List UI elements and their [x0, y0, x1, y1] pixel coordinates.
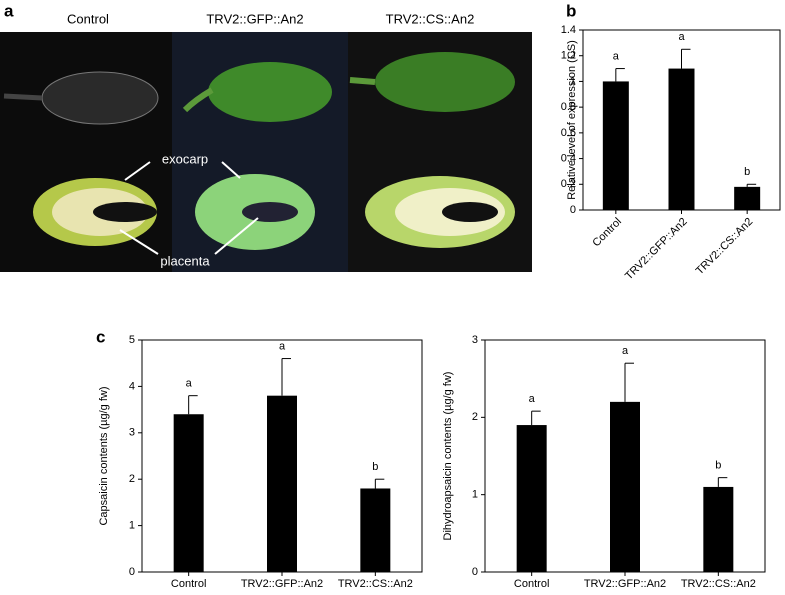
significance-letter: a	[186, 378, 193, 390]
y-tick-label: 1	[570, 75, 576, 87]
y-tick-label: 3	[472, 334, 478, 346]
stem	[182, 87, 214, 113]
y-tick-label: 0	[570, 204, 576, 216]
y-tick-label: 2	[129, 473, 135, 485]
y-tick-label: 1.4	[561, 24, 576, 36]
y-tick-label: 0.4	[561, 152, 576, 164]
y-tick-label: 0.2	[561, 178, 576, 190]
bar	[734, 186, 761, 210]
significance-letter: a	[529, 393, 536, 405]
x-tick-label: Control	[590, 216, 624, 250]
significance-letter: b	[372, 461, 378, 473]
x-tick-label: Control	[171, 578, 206, 590]
bar	[602, 81, 629, 210]
bar	[360, 488, 391, 572]
stem	[3, 93, 43, 101]
y-tick-label: 3	[129, 427, 135, 439]
panel-label: a	[4, 1, 14, 20]
x-tick-label: TRV2::GFP::An2	[241, 578, 323, 590]
annotation: exocarp	[162, 151, 208, 166]
bar	[610, 401, 640, 572]
x-tick-label: TRV2::CS::An2	[681, 578, 756, 590]
y-tick-label: 5	[129, 334, 135, 346]
annotation: placenta	[160, 253, 210, 268]
x-tick-label: Control	[514, 578, 549, 590]
cavity	[93, 202, 157, 222]
pepper	[375, 52, 515, 112]
photo: Control TRV2::GFP::An2 TRV2::CS::An2 exo…	[0, 11, 532, 272]
x-tick-label: TRV2::CS::An2	[694, 216, 756, 278]
x-tick-label: TRV2::GFP::An2	[623, 216, 690, 283]
pepper	[41, 71, 159, 125]
significance-letter: b	[744, 166, 750, 178]
y-tick-label: 4	[129, 380, 135, 392]
bar	[267, 395, 297, 572]
significance-letter: a	[613, 50, 620, 62]
bar	[703, 486, 734, 572]
y-tick-label: 1	[129, 520, 135, 532]
y-tick-label: 2	[472, 411, 478, 423]
y-tick-label: 0.8	[561, 101, 576, 113]
y-tick-label: 1.2	[561, 50, 576, 62]
stem	[349, 77, 376, 85]
arrows	[119, 161, 259, 255]
y-tick-label: 0	[129, 566, 135, 578]
cavity	[442, 202, 498, 222]
y-tick-label: 0.6	[561, 127, 576, 139]
significance-letter: a	[622, 345, 629, 357]
x-tick-label: TRV2::GFP::An2	[584, 578, 666, 590]
y-axis-label: Relative level of expression (CS)	[566, 40, 578, 200]
panel-label: c	[96, 327, 105, 346]
column-label: TRV2::CS::An2	[386, 11, 475, 26]
x-tick-label: TRV2::CS::An2	[338, 578, 413, 590]
y-axis-label: Capsaicin contents (µg/g fw)	[98, 386, 110, 525]
column-label: TRV2::GFP::An2	[206, 11, 303, 26]
bar	[173, 414, 204, 572]
pepper	[208, 62, 332, 122]
cavity	[242, 202, 298, 222]
panel-label: b	[566, 1, 576, 20]
column-label: Control	[67, 11, 109, 26]
bar	[516, 425, 547, 572]
bar	[668, 68, 695, 210]
y-axis-label: Dihydroapsaicin contents (µg/g fw)	[442, 372, 454, 541]
y-tick-label: 1	[472, 489, 478, 501]
significance-letter: a	[279, 340, 286, 352]
significance-letter: b	[715, 460, 721, 472]
y-tick-label: 0	[472, 566, 478, 578]
significance-letter: a	[678, 31, 685, 43]
